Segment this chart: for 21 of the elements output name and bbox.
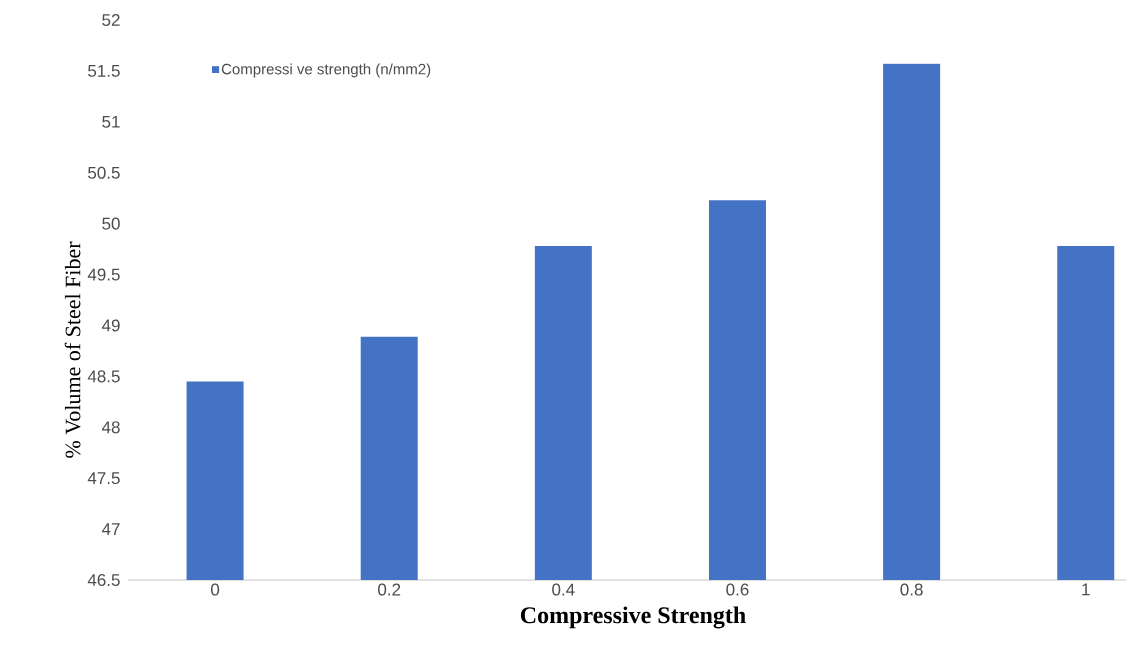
x-tick-label: 0.6: [726, 583, 749, 596]
y-tick-label: 52: [102, 13, 120, 27]
y-tick-label: 51: [102, 115, 120, 128]
x-tick-label: 0.2: [378, 583, 401, 596]
y-tick-label: 51.5: [88, 64, 120, 77]
y-tick-label: 49: [101, 319, 120, 332]
x-tick-label: 1: [1082, 583, 1090, 596]
y-tick-label: 48.5: [87, 370, 120, 383]
y-tick-label: 47.5: [87, 472, 120, 485]
y-tick-label: 49.5: [87, 268, 120, 281]
y-tick-label: 50: [102, 217, 120, 230]
legend-label: Compressi ve strength (n/mm2): [221, 63, 431, 78]
x-tick-label: 0: [211, 583, 220, 596]
y-tick-label: 50.5: [88, 166, 120, 179]
y-tick-label: 47: [101, 523, 120, 535]
y-tick-label: 46.5: [87, 573, 120, 587]
y-axis-title: % Volume of Steel Fiber: [64, 241, 81, 458]
x-tick-label: 0.8: [900, 583, 923, 596]
x-axis-title: Compressive Strength: [520, 606, 746, 629]
x-tick-label: 0.4: [552, 583, 575, 596]
y-tick-label: 48: [101, 421, 120, 434]
